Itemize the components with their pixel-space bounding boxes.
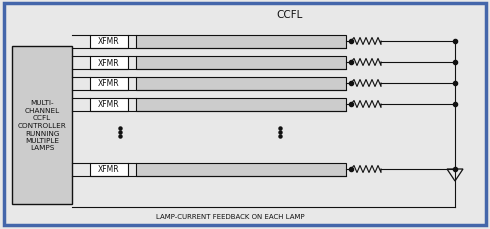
Bar [90, 163, 128, 176]
Text: XFMR: XFMR [98, 58, 120, 67]
Bar [136, 77, 346, 90]
Bar [136, 56, 346, 69]
Bar [90, 56, 128, 69]
Text: MULTI-
CHANNEL
CCFL
CONTROLLER
RUNNING
MULTIPLE
LAMPS: MULTI- CHANNEL CCFL CONTROLLER RUNNING M… [18, 100, 66, 151]
Bar [12, 47, 72, 204]
Text: LAMP-CURRENT FEEDBACK ON EACH LAMP: LAMP-CURRENT FEEDBACK ON EACH LAMP [156, 213, 304, 219]
Bar [90, 35, 128, 48]
Text: XFMR: XFMR [98, 100, 120, 109]
Text: XFMR: XFMR [98, 165, 120, 174]
Text: XFMR: XFMR [98, 79, 120, 88]
Bar [90, 98, 128, 111]
Bar [90, 77, 128, 90]
Bar [136, 35, 346, 48]
Bar [136, 163, 346, 176]
Bar [136, 98, 346, 111]
Text: XFMR: XFMR [98, 37, 120, 46]
Text: CCFL: CCFL [277, 10, 303, 20]
